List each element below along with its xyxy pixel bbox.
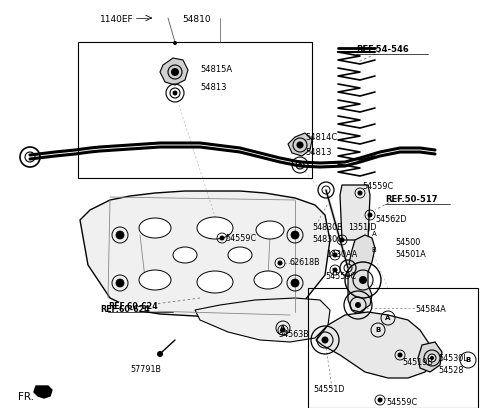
Text: 54559C: 54559C: [362, 182, 393, 191]
Ellipse shape: [228, 247, 252, 263]
Circle shape: [333, 268, 337, 273]
Circle shape: [173, 41, 177, 45]
Text: 1351JD: 1351JD: [348, 223, 376, 232]
Text: 54810: 54810: [182, 15, 211, 24]
Circle shape: [298, 163, 302, 167]
Text: 62618B: 62618B: [290, 258, 321, 267]
Text: 54563B: 54563B: [278, 330, 309, 339]
Bar: [78, 42, 312, 178]
Text: A: A: [372, 231, 376, 237]
Text: FR.: FR.: [18, 392, 34, 402]
Circle shape: [358, 191, 362, 195]
Polygon shape: [316, 312, 435, 378]
Ellipse shape: [256, 221, 284, 239]
Circle shape: [277, 260, 283, 266]
Circle shape: [219, 235, 225, 240]
Polygon shape: [160, 58, 188, 85]
Text: B: B: [372, 247, 376, 253]
Circle shape: [171, 69, 179, 75]
Circle shape: [333, 253, 337, 257]
Polygon shape: [340, 185, 370, 240]
Circle shape: [157, 351, 163, 357]
Circle shape: [291, 279, 299, 287]
Circle shape: [339, 237, 345, 242]
Text: 57791B: 57791B: [130, 365, 161, 374]
Text: REF.60-624: REF.60-624: [108, 302, 158, 311]
Text: 54830B: 54830B: [312, 223, 343, 232]
Circle shape: [291, 231, 299, 239]
Circle shape: [397, 353, 403, 357]
Polygon shape: [80, 191, 330, 318]
Text: 54559C: 54559C: [386, 398, 417, 407]
Circle shape: [430, 356, 434, 360]
Text: 54559C: 54559C: [225, 234, 256, 243]
Text: 54813: 54813: [200, 83, 227, 92]
Text: 54559C: 54559C: [325, 272, 356, 281]
Text: 54501A: 54501A: [395, 250, 426, 259]
Ellipse shape: [197, 217, 233, 239]
Text: 54519B: 54519B: [402, 358, 433, 367]
Circle shape: [377, 397, 383, 403]
Text: 54813: 54813: [305, 148, 332, 157]
Bar: [308, 288, 478, 408]
Ellipse shape: [139, 270, 171, 290]
Ellipse shape: [197, 271, 233, 293]
Text: 54562D: 54562D: [375, 215, 407, 224]
Text: B: B: [466, 357, 470, 363]
Text: 54528: 54528: [438, 366, 463, 375]
Polygon shape: [288, 133, 312, 156]
Text: 54815A: 54815A: [200, 65, 232, 74]
Text: A: A: [385, 315, 391, 321]
Circle shape: [116, 279, 124, 287]
Polygon shape: [34, 386, 52, 398]
Circle shape: [322, 337, 328, 344]
Text: REF.50-517: REF.50-517: [385, 195, 437, 204]
Text: A: A: [280, 325, 286, 331]
Ellipse shape: [173, 247, 197, 263]
Polygon shape: [418, 342, 442, 372]
Circle shape: [368, 213, 372, 217]
Circle shape: [359, 276, 367, 284]
Text: REF.60-624: REF.60-624: [100, 305, 150, 314]
Text: 1140EF: 1140EF: [100, 15, 133, 24]
Text: 54551D: 54551D: [313, 385, 345, 394]
Text: 54830C: 54830C: [312, 235, 343, 244]
Circle shape: [355, 302, 361, 308]
Circle shape: [280, 328, 286, 333]
Polygon shape: [195, 298, 330, 342]
Text: 54584A: 54584A: [415, 305, 446, 314]
Text: REF.54-546: REF.54-546: [356, 45, 409, 54]
Ellipse shape: [139, 218, 171, 238]
Text: 1430AA: 1430AA: [326, 250, 357, 259]
Circle shape: [116, 231, 124, 239]
Circle shape: [172, 91, 178, 95]
Circle shape: [297, 142, 303, 148]
Text: 54530L: 54530L: [438, 354, 468, 363]
Ellipse shape: [254, 271, 282, 289]
Text: 54814C: 54814C: [305, 133, 337, 142]
Text: B: B: [375, 327, 381, 333]
Polygon shape: [348, 235, 375, 312]
Text: 54500: 54500: [395, 238, 420, 247]
